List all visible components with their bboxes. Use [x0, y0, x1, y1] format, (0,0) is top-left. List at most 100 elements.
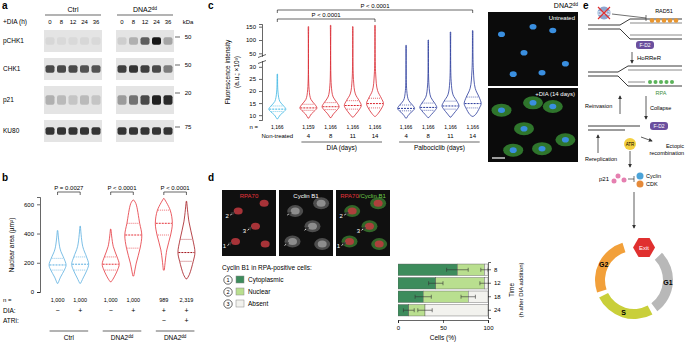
legend-label: Absent: [248, 300, 268, 307]
label: 8: [329, 133, 333, 139]
band: [129, 127, 138, 134]
bracket: [111, 192, 134, 195]
tick-label: 10: [249, 113, 256, 119]
panel-letter: e: [583, 0, 589, 11]
quartile-line: [52, 270, 64, 271]
pointer: [228, 242, 232, 245]
label: 1,000: [126, 297, 140, 303]
micrograph: [488, 88, 578, 162]
quartile-line: [271, 105, 283, 106]
strand: [588, 130, 625, 131]
band: [141, 127, 150, 134]
nucleus: [288, 238, 297, 245]
nucleus: [374, 200, 383, 207]
median-line: [345, 105, 361, 106]
axis-line: [37, 198, 41, 293]
protein: [665, 80, 669, 84]
tick-mark: [259, 103, 262, 104]
tick-mark: [259, 91, 262, 92]
median-line: [125, 235, 141, 236]
violin: [269, 74, 286, 119]
label: +: [78, 307, 82, 314]
strand: [630, 23, 682, 24]
text-part: dd: [573, 2, 579, 7]
protein: [637, 173, 644, 180]
text-part: DNA2: [164, 334, 182, 341]
band: [46, 127, 55, 134]
group-line: [156, 331, 195, 332]
band: [69, 95, 78, 105]
cell: [543, 100, 563, 113]
label: DIA (days): [327, 144, 357, 152]
cell: [555, 133, 575, 146]
median-line: [269, 109, 285, 110]
protein: [654, 80, 658, 84]
protein: [668, 18, 673, 23]
band: [118, 127, 127, 134]
label: 0: [48, 19, 52, 25]
axis-break: [258, 57, 266, 61]
axis: 8121824: [488, 263, 501, 319]
quartile-line: [74, 256, 86, 257]
violin: [322, 25, 339, 117]
protein: [662, 18, 667, 23]
band: [164, 127, 173, 134]
tick: 0: [397, 320, 401, 331]
cell: [314, 238, 330, 250]
protein: [612, 179, 617, 184]
cell: [523, 96, 543, 109]
legend-label: Cytoplasmic: [248, 276, 284, 284]
median-line: [178, 252, 194, 253]
protein: [674, 18, 679, 23]
label: +: [184, 317, 188, 324]
label: S: [621, 309, 626, 316]
group-line: [50, 331, 89, 332]
quartile-line: [180, 261, 192, 262]
marker-dash: [175, 127, 180, 128]
error-bar: [418, 308, 432, 312]
tick-label: 50: [440, 325, 447, 331]
label: n =: [3, 297, 12, 303]
strand: [588, 66, 682, 72]
tick-mark: [37, 263, 40, 264]
label: Reinvasion: [585, 103, 612, 109]
quartile-line: [105, 256, 117, 257]
band: [69, 127, 78, 134]
quartile-line: [400, 110, 412, 111]
nucleus: [234, 208, 243, 215]
pointer: [247, 227, 251, 230]
tick: 15: [249, 101, 262, 107]
plot: [49, 198, 195, 283]
nucleus: [549, 104, 556, 110]
quartile-line: [302, 104, 314, 105]
axis-title: Cells (%): [430, 334, 456, 342]
nucleus: [549, 28, 556, 34]
nucleus: [521, 126, 528, 132]
label: P < 0.0001: [312, 12, 342, 18]
bracket: [277, 19, 375, 22]
label: KU80: [3, 127, 20, 134]
label: p21: [599, 176, 610, 182]
tick-label: 0: [397, 325, 401, 331]
tick-mark: [488, 320, 489, 323]
quartile-line: [180, 239, 192, 240]
axis-line: [489, 263, 492, 319]
tick-mark: [488, 269, 491, 270]
quartile-line: [271, 111, 283, 112]
band: [92, 127, 101, 134]
band: [57, 65, 66, 72]
tick: 400: [24, 231, 40, 237]
violin: [125, 200, 142, 276]
group-line: [399, 142, 480, 143]
strand: [628, 70, 682, 71]
label: HoRReR: [637, 55, 662, 61]
text-part: DNA2: [133, 6, 152, 13]
label: Untreated: [549, 15, 575, 21]
quartile-line: [325, 102, 337, 103]
tick-label: 200: [24, 260, 35, 266]
band: [92, 37, 101, 44]
cell: [344, 205, 360, 217]
label: P < 0.0001: [161, 185, 191, 191]
tick-mark: [259, 79, 262, 80]
label: DNA2dd: [111, 334, 134, 341]
